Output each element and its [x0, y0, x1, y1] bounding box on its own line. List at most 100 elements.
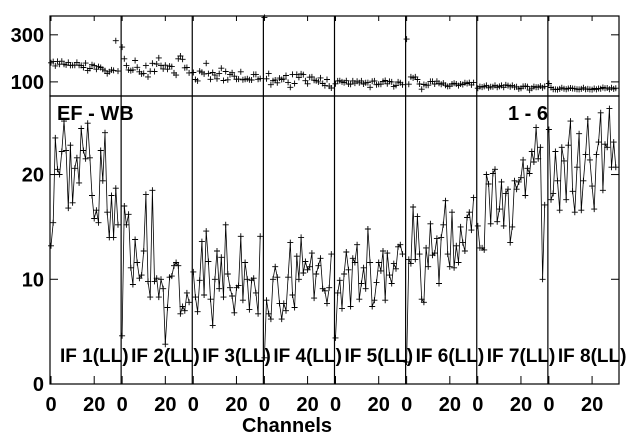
top-point — [224, 76, 231, 83]
bottom-point — [569, 188, 576, 195]
bottom-point — [537, 144, 544, 151]
top-point — [425, 82, 432, 89]
bottom-point — [190, 268, 197, 275]
bottom-point — [73, 154, 80, 161]
bottom-point — [129, 281, 136, 288]
bottom-point — [67, 142, 74, 149]
bottom-point — [324, 300, 330, 307]
bottom-point — [416, 251, 423, 258]
bottom-point — [442, 197, 449, 204]
top-point — [285, 79, 292, 86]
bottom-point — [69, 199, 76, 206]
bottom-point — [556, 207, 563, 214]
top-series-7 — [474, 81, 548, 94]
top-point — [82, 60, 89, 67]
top-point — [612, 85, 619, 92]
bottom-point — [239, 297, 246, 304]
top-point — [347, 81, 354, 88]
bottom-point — [554, 177, 561, 184]
bottom-point — [444, 251, 451, 258]
bottom-point — [511, 177, 518, 184]
bottom-point — [302, 258, 309, 265]
bottom-point — [571, 209, 578, 216]
top-point — [145, 73, 151, 80]
bottom-point — [326, 284, 333, 291]
top-point — [203, 60, 210, 67]
bottom-point — [502, 190, 509, 197]
bottom-point — [351, 259, 358, 266]
top-point — [52, 62, 59, 69]
bottom-point — [272, 263, 279, 270]
bottom-point — [119, 332, 126, 339]
bottom-point — [364, 226, 371, 232]
top-point — [416, 81, 423, 87]
top-point — [308, 73, 315, 80]
bottom-point — [194, 308, 201, 315]
bottom-point — [181, 307, 188, 314]
bottom-point — [405, 256, 412, 263]
bottom-point — [468, 227, 475, 234]
bottom-point — [558, 144, 565, 151]
top-point — [142, 62, 149, 69]
bottom-point — [487, 220, 494, 227]
bottom-point — [153, 275, 160, 282]
bottom-y-tick-label: 20 — [22, 165, 44, 187]
if-label-6: IF 6(LL) — [416, 346, 485, 367]
x-tick-label: 0 — [330, 394, 341, 416]
bottom-point — [545, 126, 552, 133]
bottom-point — [298, 234, 305, 241]
bottom-series-line — [477, 127, 546, 280]
bottom-point — [270, 276, 276, 283]
bottom-point — [390, 260, 397, 267]
bottom-point — [218, 254, 225, 261]
if-label-2: IF 2(LL) — [131, 346, 200, 367]
top-point — [280, 76, 287, 83]
bottom-point — [125, 211, 132, 218]
bottom-series-2 — [119, 187, 193, 348]
if-labels: IF 1(LL) IF 2(LL) IF 3(LL) IF 4(LL) IF 5(LL)… — [60, 346, 626, 367]
top-y-axis: 300 100 — [11, 25, 619, 94]
top-point — [115, 68, 121, 75]
bottom-point — [530, 159, 537, 165]
top-point — [371, 77, 378, 84]
bottom-point — [552, 148, 559, 155]
bottom-point — [336, 277, 343, 284]
bottom-point — [593, 151, 600, 158]
chart-title: EF - WB — [57, 103, 134, 125]
bottom-point — [339, 305, 345, 312]
bottom-point — [612, 164, 619, 171]
bottom-point — [82, 155, 89, 162]
top-point — [121, 55, 128, 62]
bottom-series-4 — [261, 234, 335, 361]
bottom-point — [207, 296, 214, 303]
bottom-point — [201, 292, 208, 298]
bottom-series-1 — [48, 118, 121, 249]
bottom-point — [127, 264, 134, 271]
bottom-point — [492, 166, 498, 173]
bottom-point — [412, 256, 419, 263]
top-point — [291, 80, 298, 87]
bottom-point — [63, 147, 70, 154]
bottom-series-7 — [474, 124, 548, 283]
bottom-point — [313, 271, 320, 277]
x-tick-label: 20 — [510, 394, 532, 416]
bottom-point — [599, 187, 606, 194]
bottom-point — [610, 139, 617, 146]
top-point — [220, 77, 227, 84]
bottom-point — [584, 116, 591, 122]
bottom-point — [440, 221, 447, 228]
bottom-point — [597, 109, 604, 116]
bottom-point — [341, 271, 348, 277]
bottom-point — [548, 196, 554, 203]
top-point — [524, 83, 531, 90]
bottom-point — [407, 260, 414, 267]
bottom-point — [397, 241, 404, 248]
bottom-point — [563, 196, 570, 203]
top-point — [287, 84, 294, 91]
bottom-point — [280, 300, 287, 307]
bottom-point — [377, 267, 384, 274]
if-label-7: IF 7(LL) — [487, 346, 556, 367]
bottom-point — [451, 264, 458, 271]
bottom-point — [149, 187, 156, 194]
